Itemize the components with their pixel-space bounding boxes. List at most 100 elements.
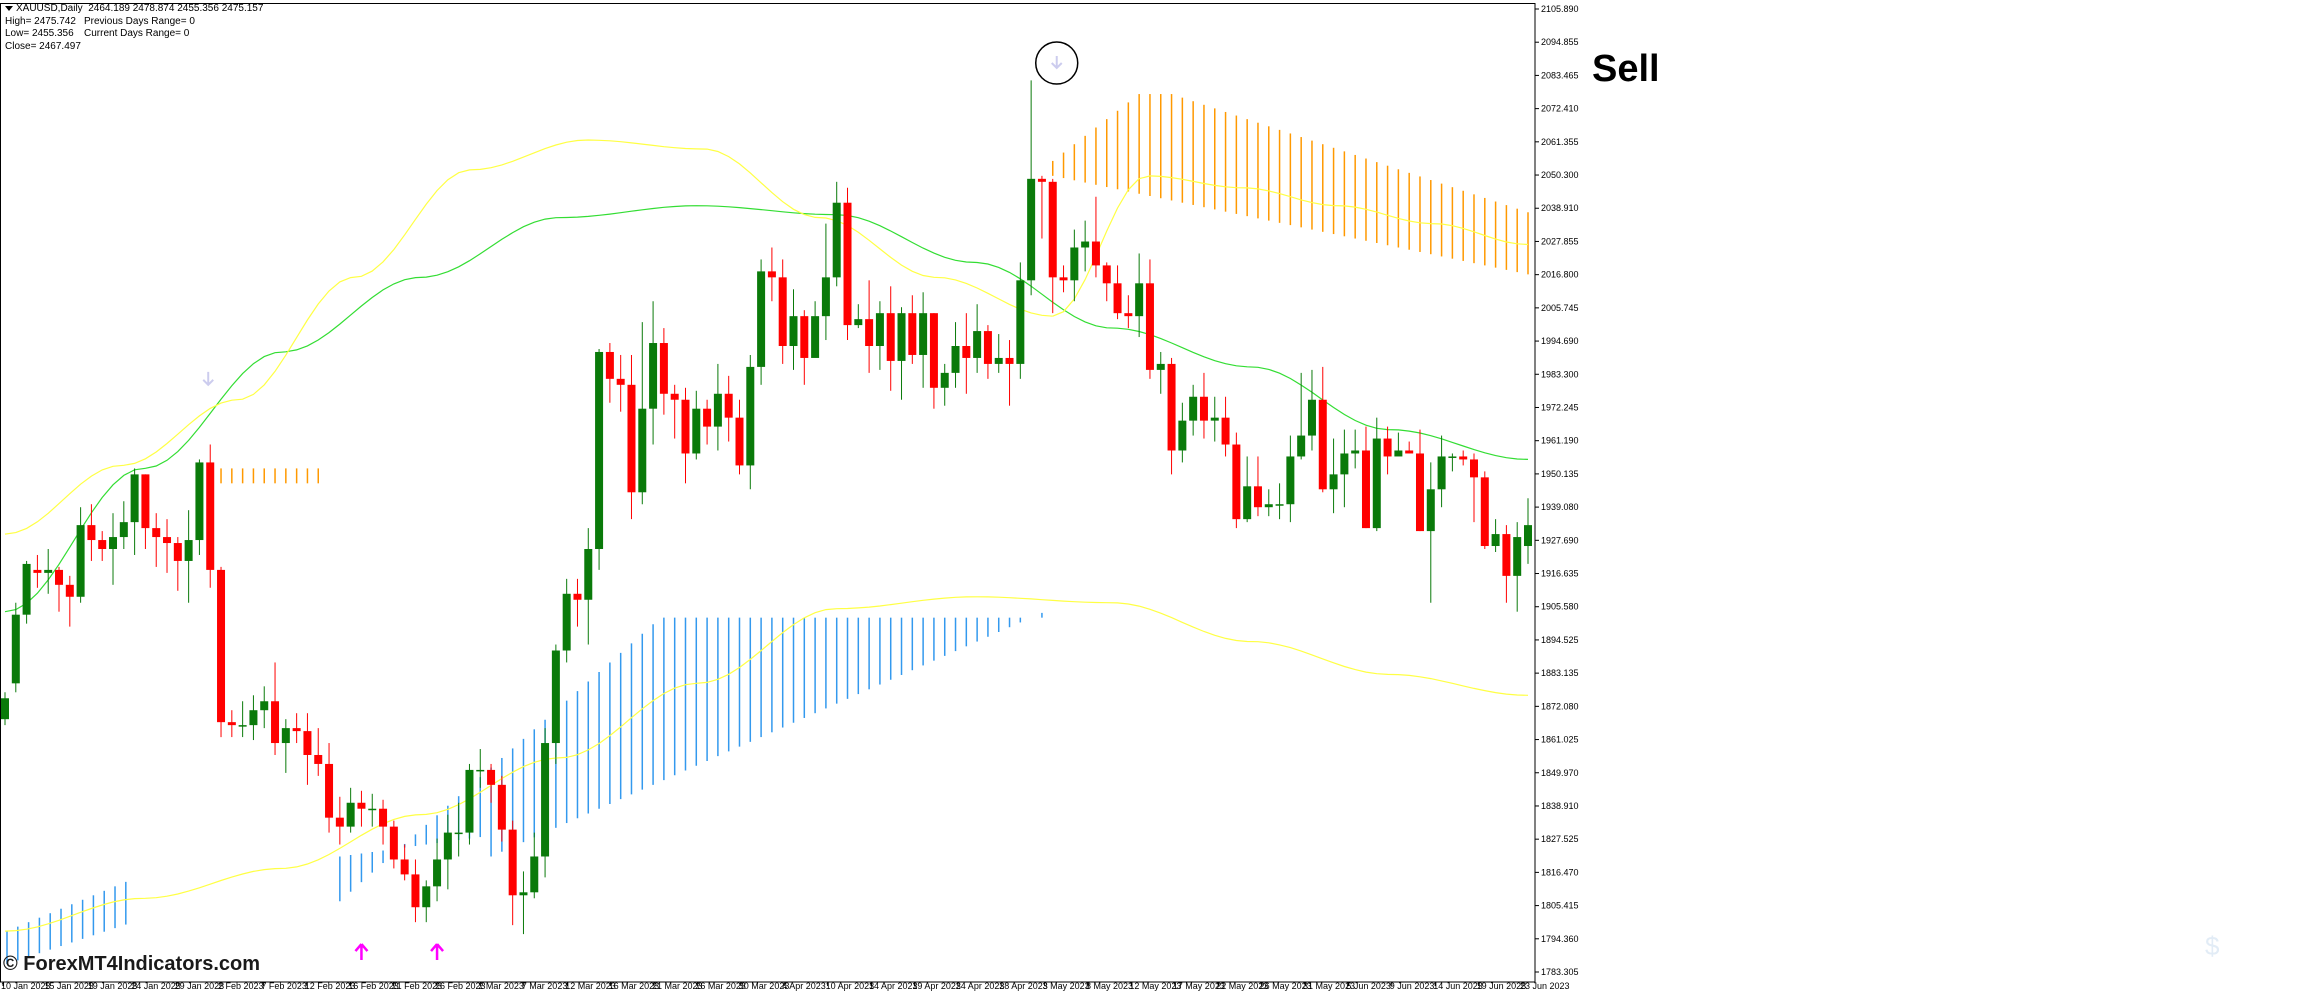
bearish-candle [1048, 181, 1057, 278]
x-tick-label: 26 May 2023 [1260, 981, 1312, 991]
y-tick-label: 1827.525 [1541, 834, 1579, 844]
bullish-candle [1156, 363, 1165, 370]
bearish-candle [1469, 459, 1478, 478]
bearish-candle [703, 408, 712, 427]
bearish-candle [292, 728, 301, 732]
lower-band-line [4, 596, 1529, 932]
low-value: Low= 2455.356 [5, 28, 74, 39]
x-tick-label: 9 Jun 2023 [1390, 981, 1435, 991]
upper-band-line-2 [1052, 175, 1529, 317]
y-tick-label: 1849.970 [1541, 768, 1579, 778]
bearish-candle [87, 525, 96, 541]
bullish-candle [1243, 486, 1252, 520]
bullish-candle [130, 474, 139, 523]
bearish-candle [767, 271, 776, 278]
bullish-candle [1307, 399, 1316, 436]
high-value: High= 2475.742 [5, 15, 76, 27]
signal-arrows: $ [202, 41, 2220, 961]
bullish-candle [1027, 178, 1036, 281]
bearish-candle [141, 474, 150, 529]
x-tick-label: 19 Jan 2023 [88, 981, 138, 991]
bullish-candle [249, 710, 258, 726]
bullish-candle [951, 346, 960, 373]
y-tick-label: 1872.080 [1541, 701, 1579, 711]
bearish-candle [865, 319, 874, 347]
bullish-candle [854, 319, 863, 326]
x-tick-label: 12 Feb 2023 [305, 981, 356, 991]
curr-range-value: Current Days Range= 0 [84, 28, 190, 39]
bullish-candle [11, 614, 20, 684]
bearish-candle [65, 584, 74, 597]
x-tick-label: 21 Feb 2023 [392, 981, 443, 991]
bullish-candle [1524, 525, 1532, 547]
bearish-candle [1383, 438, 1392, 457]
bullish-candle [821, 277, 830, 317]
bullish-candle [1189, 396, 1198, 421]
y-tick-label: 2050.300 [1541, 170, 1579, 180]
bearish-candle [335, 817, 344, 827]
x-tick-label: 23 Jun 2023 [1520, 981, 1570, 991]
sell-arrow-icon [202, 371, 214, 387]
bullish-candle [465, 769, 474, 833]
bearish-candle [1199, 396, 1208, 421]
bearish-candle [400, 859, 409, 875]
collapse-triangle-icon[interactable] [5, 5, 13, 11]
bearish-candle [605, 351, 614, 379]
bullish-candle [519, 892, 528, 896]
bullish-candle [1286, 456, 1295, 505]
x-tick-label: 21 Mar 2023 [652, 981, 703, 991]
bullish-candle [1394, 450, 1403, 457]
bearish-candle [1037, 178, 1046, 182]
x-tick-label: 14 Jun 2023 [1433, 981, 1483, 991]
bullish-candle [1070, 247, 1079, 281]
bullish-candle [1297, 435, 1306, 457]
bearish-candle [724, 393, 733, 418]
y-tick-label: 1861.025 [1541, 735, 1579, 745]
y-tick-label: 2016.800 [1541, 270, 1579, 280]
bullish-candle [757, 271, 766, 367]
bearish-candle [217, 569, 226, 723]
y-tick-label: 2061.355 [1541, 137, 1579, 147]
y-tick-label: 2027.855 [1541, 236, 1579, 246]
x-tick-label: 24 Apr 2023 [956, 981, 1005, 991]
bullish-candle [811, 316, 820, 358]
bullish-candle [76, 525, 85, 597]
bullish-candle [1448, 456, 1457, 458]
bullish-candle [368, 808, 377, 811]
bullish-candle [1513, 537, 1522, 576]
bearish-candle [627, 384, 636, 493]
bullish-candle [44, 569, 53, 573]
bearish-candle [55, 569, 64, 585]
y-tick-label: 2094.855 [1541, 37, 1579, 47]
y-tick-label: 1927.690 [1541, 535, 1579, 545]
x-tick-label: 19 Apr 2023 [912, 981, 961, 991]
bearish-candle [962, 346, 971, 358]
bearish-candle [379, 808, 388, 827]
bearish-candle [173, 543, 182, 561]
signal-histograms [6, 94, 1529, 964]
bullish-candle [940, 372, 949, 388]
bearish-candle [271, 701, 280, 744]
bullish-candle [875, 313, 884, 347]
x-tick-label: 24 Jan 2023 [131, 981, 181, 991]
bearish-candle [1145, 283, 1154, 370]
bearish-candle [1167, 363, 1176, 451]
x-tick-label: 5 Jun 2023 [1346, 981, 1391, 991]
bullish-candle [530, 856, 539, 893]
bullish-candle [973, 331, 982, 358]
bullish-candle [1210, 417, 1219, 421]
bullish-candle [994, 357, 1003, 364]
y-tick-label: 1794.360 [1541, 934, 1579, 944]
bearish-candle [1415, 453, 1424, 532]
bearish-candle [886, 313, 895, 361]
bullish-candle [109, 537, 118, 550]
y-tick-label: 2083.465 [1541, 70, 1579, 80]
x-tick-label: 8 May 2023 [1086, 981, 1133, 991]
x-tick-label: 26 Mar 2023 [695, 981, 746, 991]
bearish-candle [411, 874, 420, 908]
y-tick-label: 1838.910 [1541, 801, 1579, 811]
bullish-candle [195, 462, 204, 541]
bullish-candle [1275, 504, 1284, 506]
y-tick-label: 1994.690 [1541, 336, 1579, 346]
x-tick-label: 12 May 2023 [1129, 981, 1181, 991]
